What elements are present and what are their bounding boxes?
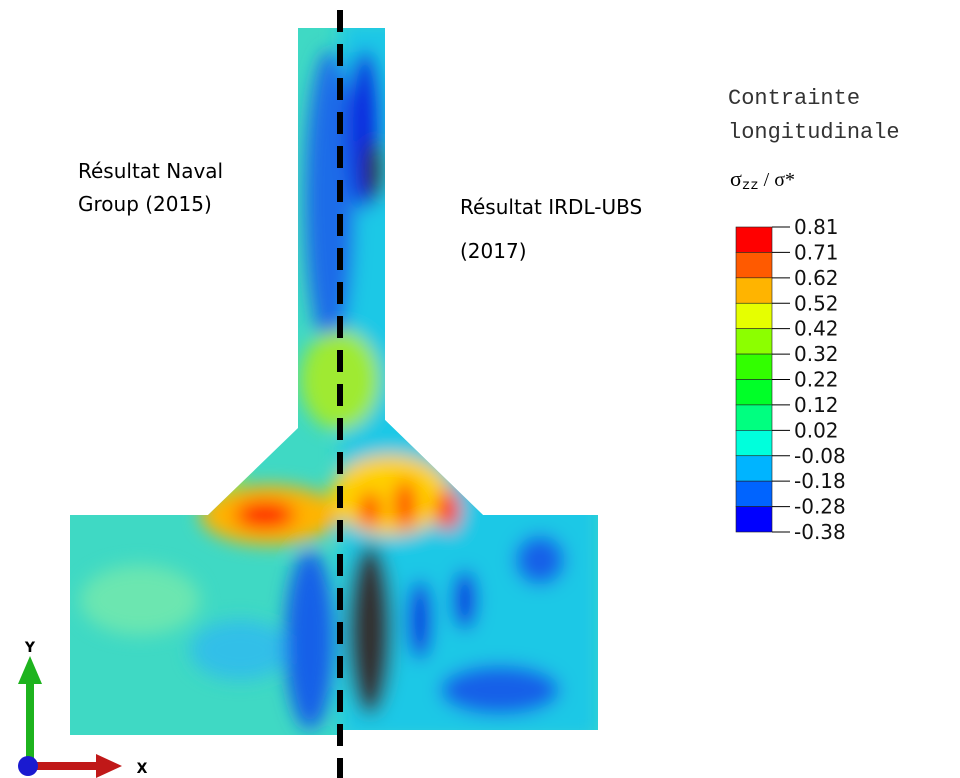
right-label: (2017) [460,239,527,263]
legend-swatch [735,379,773,406]
legend-swatch [735,480,773,507]
legend-swatch [735,506,773,533]
legend-label: 0.62 [794,266,839,290]
legend-swatch [735,277,773,304]
legend-label: 0.02 [794,418,839,442]
legend-label: 0.71 [794,240,839,264]
symbol: σ [730,166,742,191]
legend-title: Contrainte [728,86,860,111]
legend-label: 0.32 [794,342,839,366]
legend-quantity: σzz / σ* [730,166,795,194]
legend-label: -0.38 [794,520,846,544]
x-arrow-head [96,754,122,778]
legend-swatch [735,430,773,457]
legend-label: 0.81 [794,215,839,239]
legend-label: -0.18 [794,469,846,493]
contour-plot [70,28,598,735]
legend-label: 0.22 [794,368,839,392]
left-label: Résultat Naval [78,159,223,183]
legend: 0.810.710.620.520.420.320.220.120.02-0.0… [735,215,846,544]
legend-swatch [735,404,773,431]
z-axis [18,756,38,776]
quantity-rest: / σ* [759,169,795,191]
legend-swatch [735,252,773,279]
legend-swatch [735,353,773,380]
y-axis-label: Y [24,640,36,656]
legend-swatch [735,328,773,355]
legend-swatch [735,226,773,253]
axis-triad: Y X [18,640,148,778]
legend-label: -0.08 [794,444,846,468]
y-arrow-head [18,656,42,684]
legend-title: longitudinale [728,120,900,145]
left-label: Group (2015) [78,192,212,216]
legend-label: -0.28 [794,495,846,519]
legend-label: 0.12 [794,393,839,417]
subscript: zz [742,178,759,194]
legend-swatch [735,455,773,482]
legend-label: 0.42 [794,317,839,341]
x-axis-label: X [137,761,148,777]
legend-swatch [735,302,773,329]
right-label: Résultat IRDL-UBS [460,195,642,219]
legend-label: 0.52 [794,291,839,315]
